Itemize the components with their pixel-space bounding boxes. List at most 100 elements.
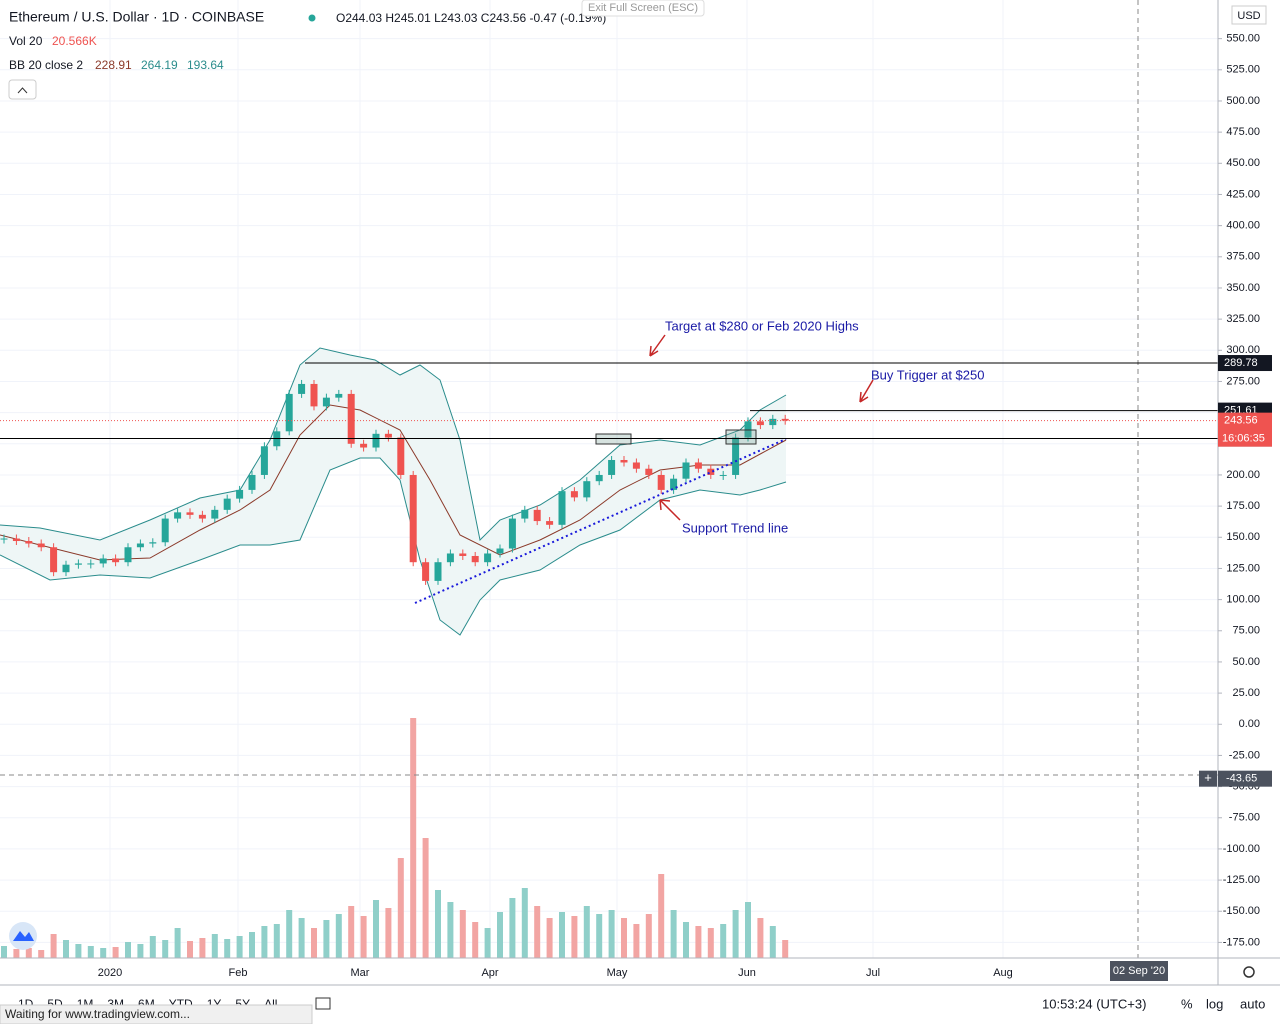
y-tick-label: -150.00	[1223, 905, 1260, 917]
candle-body	[99, 558, 107, 564]
candle-body	[50, 547, 58, 573]
candle-body	[360, 443, 368, 448]
volume-bar	[87, 946, 94, 958]
arrows	[649, 334, 874, 521]
volume-bar	[658, 874, 665, 958]
volume-bar	[472, 922, 479, 958]
volume-bar	[670, 910, 677, 958]
volume-bar	[273, 924, 280, 958]
status-bar	[0, 1004, 313, 1024]
y-tick-label: 450.00	[1226, 157, 1260, 169]
volume-bar	[732, 910, 739, 958]
candle-body	[434, 562, 442, 581]
candle-body	[149, 542, 157, 544]
price-badge	[1218, 355, 1272, 372]
y-tick-label: 425.00	[1226, 188, 1260, 200]
arrow	[659, 499, 681, 521]
y-tick-label: -100.00	[1223, 843, 1260, 855]
volume-bar	[745, 902, 751, 958]
percent-toggle[interactable]: %	[1181, 996, 1193, 1011]
volume-bar	[546, 918, 553, 958]
y-tick-label: -175.00	[1223, 936, 1260, 948]
y-tick-label: 175.00	[1226, 500, 1260, 512]
price-badge-label: 289.78	[1224, 357, 1258, 369]
volume-bar	[422, 838, 429, 958]
candle-body	[25, 541, 33, 544]
candle-body	[124, 547, 132, 563]
crosshair-date-box	[1110, 961, 1168, 981]
collapse-button[interactable]	[8, 79, 37, 100]
volume-bar	[435, 890, 441, 958]
date-range-icon[interactable]	[315, 997, 331, 1010]
candle-body	[583, 481, 591, 498]
candle-body	[112, 558, 120, 563]
candle-body	[570, 491, 578, 498]
candle-body	[87, 563, 95, 565]
volume-bar	[633, 924, 640, 958]
y-tick-label: 300.00	[1226, 344, 1260, 356]
vol-value: 20.566K	[52, 34, 97, 48]
candle-body	[409, 474, 417, 563]
annotation: Target at $280 or Feb 2020 Highs	[665, 318, 859, 333]
y-tick-label: 50.00	[1232, 656, 1260, 668]
candle-body	[248, 474, 256, 490]
candle-body	[595, 474, 603, 482]
candle-body	[608, 459, 616, 475]
y-tick-label: 550.00	[1226, 33, 1260, 45]
currency: USD	[1237, 10, 1260, 22]
currency-box	[1231, 5, 1267, 25]
x-tick-label: Apr	[481, 967, 498, 979]
x-tick-label: Jul	[866, 967, 880, 979]
volume-bar	[509, 898, 516, 958]
candle-body	[632, 462, 640, 469]
volume-bar	[782, 940, 789, 958]
volume-bar	[149, 936, 156, 958]
candle-body	[211, 509, 219, 519]
countdown: 16:06:35	[1222, 433, 1265, 445]
exit-button[interactable]	[581, 0, 705, 17]
y-tick-label: 150.00	[1226, 531, 1260, 543]
settings-icon[interactable]	[1243, 966, 1255, 978]
bb-name: BB 20 close 2	[9, 58, 83, 72]
y-tick-label: 525.00	[1226, 64, 1260, 76]
candle-body	[620, 459, 628, 463]
status-dot	[308, 14, 316, 22]
candle-body	[756, 421, 764, 426]
annotation: Support Trend line	[682, 520, 788, 535]
last-price-badge	[1218, 412, 1272, 447]
volume-bar	[683, 922, 689, 958]
candle-body	[546, 521, 554, 525]
candle-body	[508, 518, 516, 549]
volume-bar	[707, 928, 714, 958]
candle-body	[446, 553, 454, 563]
exit-label[interactable]: Exit Full Screen (ESC)	[588, 2, 698, 14]
y-tick-label: 75.00	[1232, 625, 1260, 637]
volume-bar	[757, 918, 764, 958]
volume-bar	[199, 938, 206, 958]
bb-value: 228.91	[95, 58, 132, 72]
volume-bar	[125, 942, 131, 958]
symbol: Ethereum / U.S. Dollar · 1D · COINBASE	[9, 9, 264, 25]
volume-bar	[236, 936, 243, 958]
bb-value: 193.64	[187, 58, 224, 72]
time-axis: 2020 Feb Mar Apr May Jun Jul Aug	[98, 967, 1013, 979]
y-tick-label: 25.00	[1232, 687, 1260, 699]
volume-bar	[75, 944, 82, 958]
candle-body	[533, 509, 541, 522]
levels	[0, 362, 1218, 440]
log-toggle[interactable]: log	[1206, 996, 1223, 1011]
candle-body	[161, 518, 169, 543]
candle-body	[744, 421, 752, 438]
y-tick-label: 100.00	[1226, 594, 1260, 606]
candle-body	[645, 468, 653, 475]
volume-bar	[645, 914, 652, 958]
candle-body	[769, 418, 777, 426]
candle-body	[422, 562, 430, 581]
candle-body	[62, 564, 70, 573]
candle-body	[471, 555, 479, 563]
candle-body	[136, 543, 144, 548]
candle-body	[0, 538, 8, 540]
candle-body	[657, 474, 665, 490]
auto-toggle[interactable]: auto	[1240, 996, 1265, 1011]
y-tick-label: 400.00	[1226, 220, 1260, 232]
